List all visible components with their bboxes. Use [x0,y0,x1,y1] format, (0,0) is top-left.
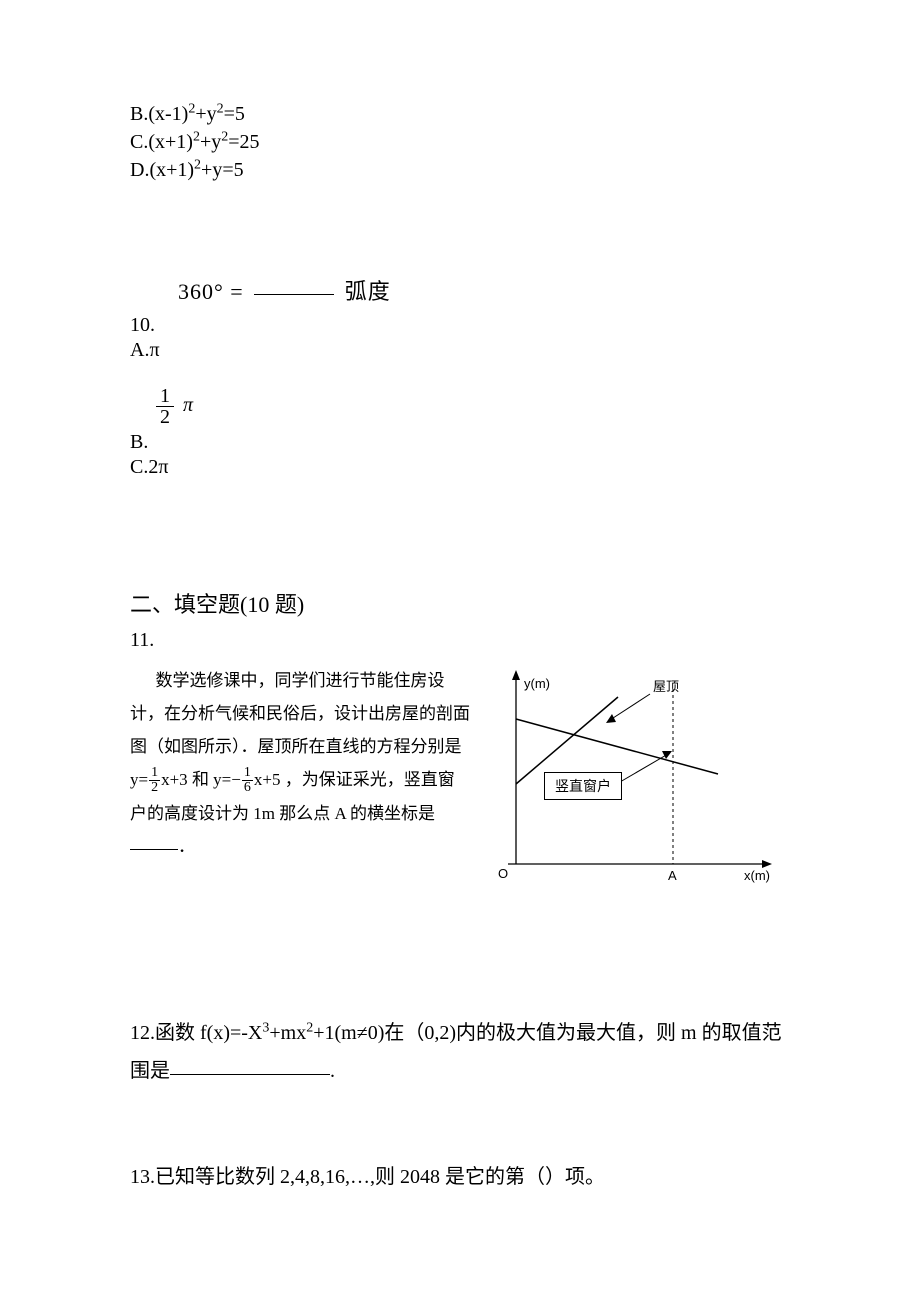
q11-number: 11. [130,629,790,652]
q10-option-c: C.2π [130,456,790,479]
q10-b-num: 1 [156,386,174,406]
q10-b-pi: π [183,394,193,416]
q10-option-b: 1 2 π [130,386,790,427]
q11-blank [130,849,178,850]
q10-blank [254,294,334,295]
q10-option-a: A.π [130,339,790,362]
q10-heading: 360° = 弧度 [130,274,790,306]
roof-diagram-svg [488,664,778,894]
q12-text2: . [330,1060,335,1082]
q9-option-d: D.(x+1)2+y=5 [130,156,790,184]
q13-text: 13.已知等比数列 2,4,8,16,…,则 2048 是它的第（）项。 [130,1166,605,1188]
q9-option-c: C.(x+1)2+y2=25 [130,128,790,156]
q9-option-b: B.(x-1)2+y2=5 [130,100,790,128]
q13-block: 13.已知等比数列 2,4,8,16,…,则 2048 是它的第（）项。 [130,1160,790,1189]
q10-formula: 360° = 弧度 [178,274,391,306]
q11-text2: x+3 [161,770,188,789]
q10-b-fraction: 1 2 [156,386,174,427]
roof-label: 屋顶 [653,676,679,695]
q12-block: 12.函数 f(x)=-X3+mx2+1(m≠0)在（0,2)内的极大值为最大值… [130,1014,790,1090]
q10-options: A.π 1 2 π B. C.2π [130,339,790,479]
q11-text: 数学选修课中，同学们进行节能住房设计，在分析气候和民俗后，设计出房屋的剖面图（如… [130,664,470,863]
point-a-label: A [668,868,677,883]
origin-label: O [498,866,508,881]
q11-text5: ． [178,837,195,856]
section-2-header: 二、填空题(10 题) [130,587,790,619]
q11-diagram: y(m) 屋顶 竖直窗户 O A x(m) [488,664,778,894]
q9-options: B.(x-1)2+y2=5 C.(x+1)2+y2=25 D.(x+1)2+y=… [130,100,790,184]
q11-block: 11. 数学选修课中，同学们进行节能住房设计，在分析气候和民俗后，设计出房屋的剖… [130,629,790,894]
q10-number: 10. [130,314,790,337]
q11-frac1: 12 [149,766,160,795]
q11-text3: 和 y=− [192,770,241,789]
q10-block: 360° = 弧度 10. A.π 1 2 π B. C.2π [130,274,790,479]
q11-frac2: 16 [242,766,253,795]
q12-blank [170,1074,330,1075]
q10-formula-right: 弧度 [345,279,391,304]
q11-container: 数学选修课中，同学们进行节能住房设计，在分析气候和民俗后，设计出房屋的剖面图（如… [130,664,790,894]
q10-option-b-letter: B. [130,431,790,454]
q10-formula-left: 360° = [178,279,244,304]
window-label: 竖直窗户 [544,772,622,800]
q10-b-den: 2 [156,407,174,427]
y-axis-label: y(m) [524,676,550,691]
q12-text1: 12.函数 f(x)=-X3+mx2+1(m≠0)在（0,2)内的极大值为最大值… [130,1022,782,1082]
x-axis-label: x(m) [744,868,770,883]
